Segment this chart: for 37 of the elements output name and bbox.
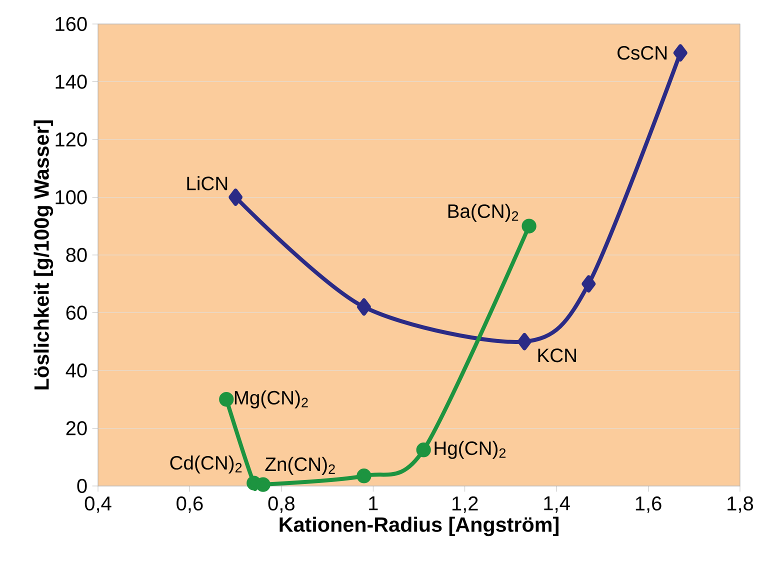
annotation: KCN [538,348,576,362]
x-tick-label: 0,6 [176,496,203,513]
x-tick-label: 0,8 [268,496,294,513]
y-tick-label: 100 [56,190,87,204]
point [219,392,234,407]
point [228,188,243,206]
y-tick-label: 160 [56,16,87,32]
point [522,218,536,234]
y-tick-label: 20 [66,421,87,436]
y-tick-label: 80 [66,248,87,262]
point [256,477,270,492]
x-tick-label: 1,2 [452,496,478,513]
x-tick-label: 1 [369,496,378,510]
y-tick-label: 120 [56,132,87,147]
x-tick-label: 1,6 [636,496,662,513]
annotation: Hg(CN)$_{2}$ [434,440,506,459]
annotation: Mg(CN)$_{2}$ [234,390,308,408]
point [356,468,372,484]
point [673,44,688,62]
point [517,332,532,350]
y-tick-label: 140 [56,74,87,89]
annotation: LiCN [187,176,228,190]
x-tick-label: 1,4 [544,496,570,513]
x-axis-title: Kationen-Radius [Angström] [280,516,558,536]
y-axis-title: Löslichkeit [g/100g Wasser] [34,120,54,390]
point [416,442,431,458]
y-tick-label: 60 [66,306,87,320]
annotation: Cd(CN)$_{2}$ [170,455,242,474]
annotation: CsCN [618,46,667,60]
annotation: Ba(CN)$_{2}$ [448,204,518,222]
x-tick-label: 1,8 [728,496,754,513]
y-tick-label: 0 [77,478,87,494]
x-tick-label: 0,4 [84,496,112,513]
annotation: Zn(CN)$_{2}$ [265,456,335,475]
point [356,298,371,316]
y-tick-label: 40 [66,363,87,378]
point [582,275,596,293]
